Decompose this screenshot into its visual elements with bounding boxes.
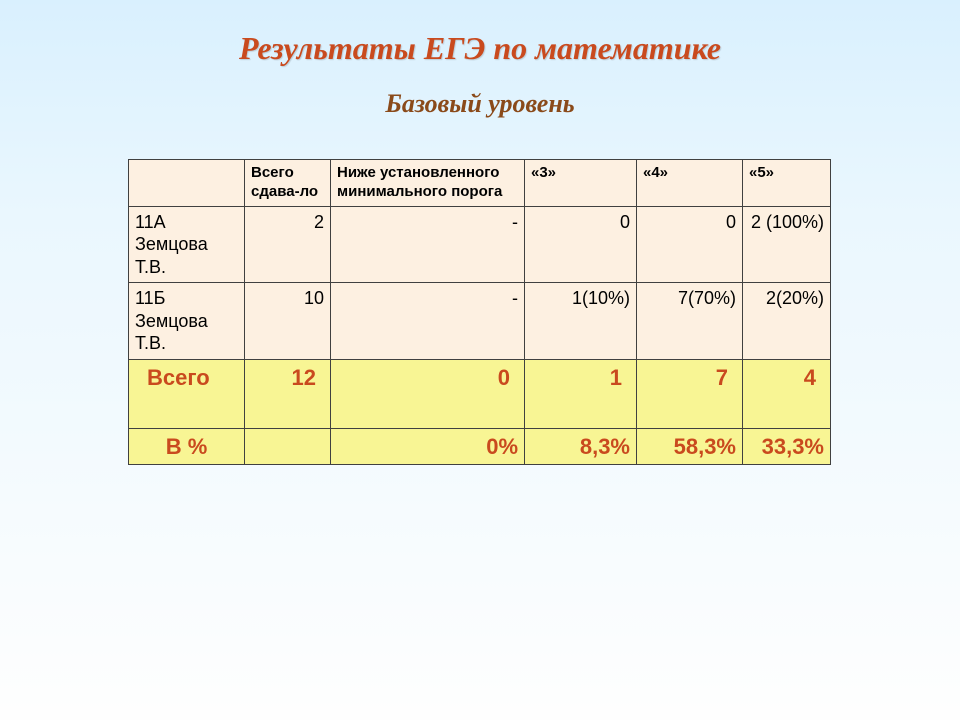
total-cell: 0	[331, 359, 525, 428]
percent-cell: 33,3%	[743, 428, 831, 465]
cell: 2(20%)	[743, 283, 831, 360]
table-total-row: Всего 12 0 1 7 4	[129, 359, 831, 428]
percent-label: В %	[129, 428, 245, 465]
cell: 2 (100%)	[743, 206, 831, 283]
header-cell: «4»	[637, 160, 743, 207]
percent-cell: 0%	[331, 428, 525, 465]
cell: -	[331, 206, 525, 283]
header-cell: «3»	[525, 160, 637, 207]
cell: 2	[245, 206, 331, 283]
header-cell: «5»	[743, 160, 831, 207]
header-cell	[129, 160, 245, 207]
cell: -	[331, 283, 525, 360]
header-cell: Ниже установленного минимального порога	[331, 160, 525, 207]
cell: 10	[245, 283, 331, 360]
cell: 7(70%)	[637, 283, 743, 360]
table-row: 11Б Земцова Т.В. 10 - 1(10%) 7(70%) 2(20…	[129, 283, 831, 360]
table-container: Всего сдава-ло Ниже установленного миним…	[128, 159, 830, 465]
table-header-row: Всего сдава-ло Ниже установленного миним…	[129, 160, 831, 207]
total-cell: 7	[637, 359, 743, 428]
percent-cell: 58,3%	[637, 428, 743, 465]
row-label: 11А Земцова Т.В.	[129, 206, 245, 283]
header-cell: Всего сдава-ло	[245, 160, 331, 207]
percent-cell: 8,3%	[525, 428, 637, 465]
cell: 0	[637, 206, 743, 283]
table-percent-row: В % 0% 8,3% 58,3% 33,3%	[129, 428, 831, 465]
page-title: Результаты ЕГЭ по математике	[0, 30, 960, 67]
percent-cell	[245, 428, 331, 465]
cell: 1(10%)	[525, 283, 637, 360]
cell: 0	[525, 206, 637, 283]
page-subtitle: Базовый уровень	[0, 89, 960, 119]
total-cell: 12	[245, 359, 331, 428]
results-table: Всего сдава-ло Ниже установленного миним…	[128, 159, 831, 465]
total-cell: 4	[743, 359, 831, 428]
total-label: Всего	[129, 359, 245, 428]
row-label: 11Б Земцова Т.В.	[129, 283, 245, 360]
table-row: 11А Земцова Т.В. 2 - 0 0 2 (100%)	[129, 206, 831, 283]
total-cell: 1	[525, 359, 637, 428]
slide: Результаты ЕГЭ по математике Базовый уро…	[0, 0, 960, 720]
